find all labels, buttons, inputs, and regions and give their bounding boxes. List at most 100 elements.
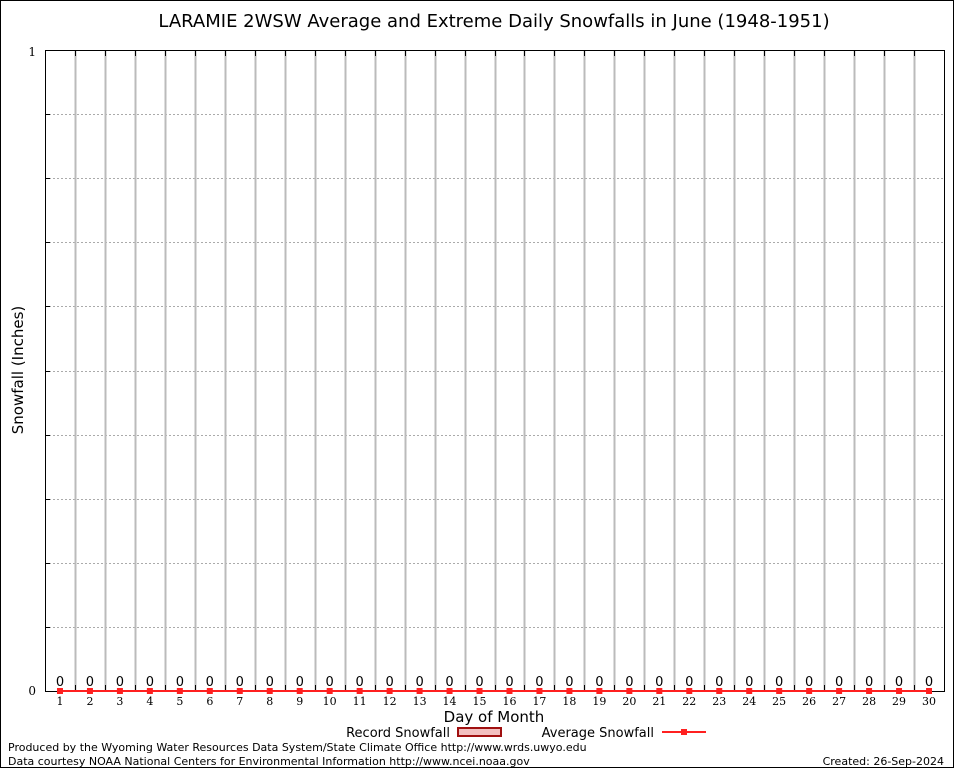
average-marker-day-30 <box>926 688 933 694</box>
x-tick-label-24: 24 <box>742 695 756 708</box>
legend: Record Snowfall Average Snowfall <box>346 726 706 741</box>
legend-label-average: Average Snowfall <box>542 726 654 741</box>
data-label-day-4: 0 <box>146 675 154 690</box>
average-marker-day-22 <box>686 688 693 694</box>
x-tick-label-1: 1 <box>56 695 63 708</box>
data-label-day-30: 0 <box>925 675 933 690</box>
x-tick-label-30: 30 <box>922 695 936 708</box>
average-marker-day-13 <box>416 688 423 694</box>
data-label-day-6: 0 <box>206 675 214 690</box>
legend-label-record: Record Snowfall <box>346 726 450 741</box>
data-label-day-12: 0 <box>385 675 393 690</box>
y-tick-label-0: 0 <box>28 684 36 698</box>
x-tick-label-18: 18 <box>562 695 576 708</box>
data-label-day-18: 0 <box>565 675 573 690</box>
x-tick-label-11: 11 <box>353 695 367 708</box>
x-tick-label-4: 4 <box>146 695 153 708</box>
average-marker-day-16 <box>506 688 513 694</box>
x-tick-label-9: 9 <box>296 695 303 708</box>
x-axis-label: Day of Month <box>444 708 545 726</box>
average-marker-day-19 <box>596 688 603 694</box>
x-tick-label-17: 17 <box>532 695 546 708</box>
x-tick-label-13: 13 <box>413 695 427 708</box>
data-label-day-7: 0 <box>236 675 244 690</box>
average-marker-day-8 <box>266 688 273 694</box>
data-label-day-21: 0 <box>655 675 663 690</box>
x-tick-label-21: 21 <box>652 695 666 708</box>
data-label-day-16: 0 <box>505 675 513 690</box>
average-marker-day-17 <box>536 688 543 694</box>
average-marker-day-26 <box>806 688 813 694</box>
data-label-day-20: 0 <box>625 675 633 690</box>
data-label-day-17: 0 <box>535 675 543 690</box>
data-label-day-2: 0 <box>86 675 94 690</box>
average-marker-day-4 <box>146 688 153 694</box>
x-tick-label-8: 8 <box>266 695 273 708</box>
legend-swatch-record <box>457 727 502 737</box>
data-label-day-10: 0 <box>326 675 334 690</box>
average-marker-day-15 <box>476 688 483 694</box>
data-label-day-23: 0 <box>715 675 723 690</box>
x-tick-label-22: 22 <box>682 695 696 708</box>
footer-produced-by: Produced by the Wyoming Water Resources … <box>8 741 587 754</box>
x-tick-label-7: 7 <box>236 695 243 708</box>
x-tick-label-29: 29 <box>892 695 906 708</box>
x-tick-label-14: 14 <box>443 695 457 708</box>
data-label-day-1: 0 <box>56 675 64 690</box>
chart-title: LARAMIE 2WSW Average and Extreme Daily S… <box>158 11 829 32</box>
average-marker-day-28 <box>866 688 873 694</box>
footer-data-courtesy: Data courtesy NOAA National Centers for … <box>8 755 530 768</box>
average-marker-day-7 <box>236 688 243 694</box>
data-label-day-9: 0 <box>296 675 304 690</box>
x-tick-label-25: 25 <box>772 695 786 708</box>
data-label-day-14: 0 <box>445 675 453 690</box>
data-label-day-11: 0 <box>356 675 364 690</box>
x-tick-label-2: 2 <box>86 695 93 708</box>
x-tick-label-20: 20 <box>622 695 636 708</box>
y-tick-label-1: 1 <box>28 45 36 59</box>
data-label-day-27: 0 <box>835 675 843 690</box>
average-marker-day-25 <box>776 688 783 694</box>
x-tick-label-19: 19 <box>592 695 606 708</box>
average-marker-day-24 <box>746 688 753 694</box>
average-marker-day-12 <box>386 688 393 694</box>
x-tick-label-6: 6 <box>206 695 213 708</box>
average-marker-day-6 <box>206 688 213 694</box>
x-tick-label-28: 28 <box>862 695 876 708</box>
average-marker-day-21 <box>656 688 663 694</box>
x-tick-label-12: 12 <box>383 695 397 708</box>
average-marker-day-14 <box>446 688 453 694</box>
average-marker-day-9 <box>296 688 303 694</box>
x-tick-label-10: 10 <box>323 695 337 708</box>
x-tick-label-5: 5 <box>176 695 183 708</box>
average-marker-day-11 <box>356 688 363 694</box>
data-label-day-29: 0 <box>895 675 903 690</box>
x-tick-label-15: 15 <box>473 695 487 708</box>
legend-marker-average <box>681 729 687 735</box>
data-label-day-25: 0 <box>775 675 783 690</box>
x-tick-label-3: 3 <box>116 695 123 708</box>
average-marker-day-20 <box>626 688 633 694</box>
average-marker-day-27 <box>836 688 843 694</box>
data-label-day-22: 0 <box>685 675 693 690</box>
data-label-day-15: 0 <box>475 675 483 690</box>
average-marker-day-18 <box>566 688 573 694</box>
footer-created: Created: 26-Sep-2024 <box>823 755 944 768</box>
data-label-day-28: 0 <box>865 675 873 690</box>
average-marker-day-1 <box>56 688 63 694</box>
x-tick-label-16: 16 <box>502 695 516 708</box>
data-label-day-26: 0 <box>805 675 813 690</box>
average-marker-day-3 <box>116 688 123 694</box>
data-label-day-13: 0 <box>415 675 423 690</box>
x-tick-label-27: 27 <box>832 695 846 708</box>
average-marker-day-2 <box>86 688 93 694</box>
average-marker-day-29 <box>896 688 903 694</box>
x-tick-label-26: 26 <box>802 695 816 708</box>
average-marker-day-5 <box>176 688 183 694</box>
data-label-day-19: 0 <box>595 675 603 690</box>
data-label-day-24: 0 <box>745 675 753 690</box>
data-label-day-5: 0 <box>176 675 184 690</box>
